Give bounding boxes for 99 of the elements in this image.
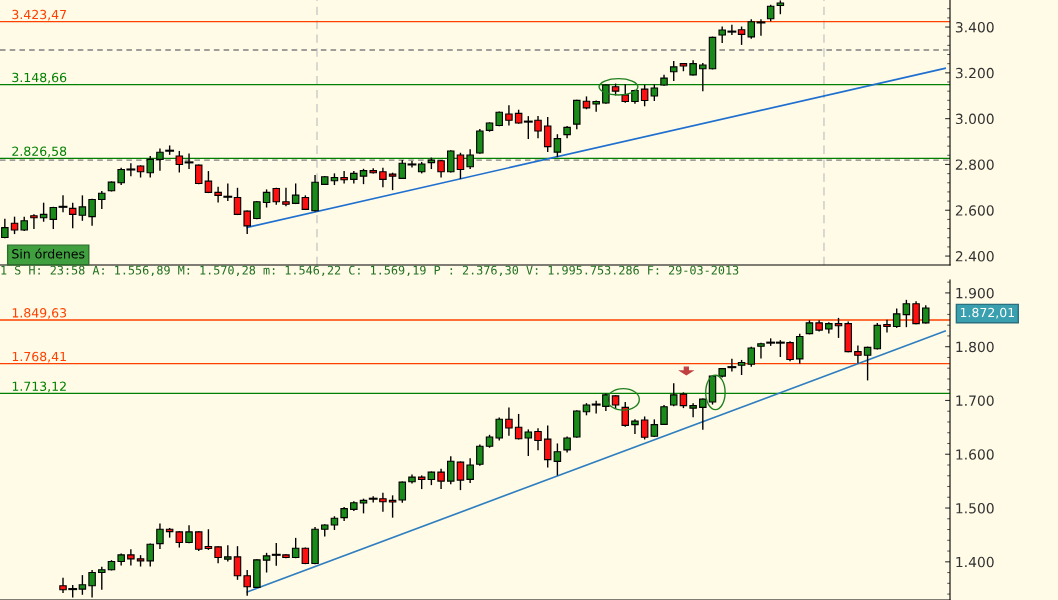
ref-line-label: 3.423,47 <box>12 9 66 21</box>
ref-line-label: 2.826,58 <box>12 146 67 158</box>
candlestick <box>553 134 562 158</box>
candlestick <box>146 155 155 178</box>
ref-line-label: 1.849,63 <box>12 308 67 319</box>
candlestick <box>68 202 77 229</box>
candlestick <box>834 317 843 338</box>
candlestick <box>592 100 600 112</box>
candlestick <box>224 545 232 562</box>
candlestick <box>747 346 756 367</box>
candlestick <box>534 428 542 451</box>
candlestick <box>88 570 96 598</box>
candlestick <box>495 417 503 441</box>
ref-line-label: 3.148,66 <box>12 72 67 84</box>
candlestick <box>447 150 455 173</box>
candlestick <box>156 148 164 171</box>
candlestick <box>447 456 455 485</box>
candlestick <box>78 195 87 221</box>
candlestick <box>640 416 649 440</box>
candlestick <box>146 543 155 567</box>
y-tick-label: 3.400 <box>955 22 994 33</box>
candlestick <box>621 402 630 427</box>
candlestick <box>291 537 300 559</box>
candlestick <box>873 322 882 350</box>
candlestick <box>727 358 737 372</box>
y-tick-label: 2.800 <box>955 159 994 170</box>
candlestick <box>223 183 233 201</box>
annotation: Sin órdenes <box>12 248 85 259</box>
candlestick <box>262 552 271 573</box>
candlestick <box>631 419 639 435</box>
candlestick <box>689 403 697 418</box>
y-tick-label: 2.400 <box>955 251 994 262</box>
candlestick <box>204 529 213 550</box>
candlestick <box>379 167 387 188</box>
text: 1.872,01 <box>960 307 1015 319</box>
candlestick <box>543 117 552 153</box>
candlestick <box>747 19 756 39</box>
candlestick <box>505 105 513 126</box>
candlestick <box>669 60 678 82</box>
candlestick <box>912 301 920 325</box>
candlestick <box>156 523 164 549</box>
ref-line-label: 1.713,12 <box>12 381 66 393</box>
candlestick <box>476 444 484 466</box>
candlestick <box>854 345 862 364</box>
candlestick <box>699 62 707 92</box>
candlestick <box>669 383 678 407</box>
candlestick <box>98 566 106 590</box>
y-tick-label: 1.400 <box>956 556 994 568</box>
candlestick <box>388 495 397 518</box>
chart-title: 1 S H: 23:58 A: 1.556,89 M: 1.570,28 m: 1.546,22 C: 1.569,19 P : 2.376,30 V: 1.995.753.286 F: 29-03-2013 <box>1 265 739 277</box>
candlestick <box>398 481 407 503</box>
candlestick <box>88 198 96 226</box>
y-tick-label: 1.800 <box>956 341 994 353</box>
candlestick <box>476 128 484 154</box>
candlestick <box>466 458 474 483</box>
candlestick <box>505 407 513 436</box>
candlestick <box>466 149 474 170</box>
candlestick <box>1 218 9 239</box>
candlestick <box>573 99 581 130</box>
ref-line-label: 1.768,41 <box>12 351 66 363</box>
candlestick <box>291 183 300 205</box>
y-tick-label: 1.700 <box>956 395 994 406</box>
candlestick <box>456 461 465 491</box>
y-tick-label: 1.900 <box>956 287 994 299</box>
candlestick <box>175 150 184 173</box>
y-tick-label: 1.600 <box>956 449 994 460</box>
candlestick <box>660 404 668 426</box>
candlestick <box>524 429 533 456</box>
candlestick <box>184 153 194 170</box>
candlestick <box>58 195 68 213</box>
candlestick <box>640 84 649 107</box>
y-tick-label: 1.500 <box>956 503 994 514</box>
candlestick <box>233 187 242 216</box>
candlestick <box>194 164 203 185</box>
candlestick <box>883 319 891 333</box>
candlestick <box>340 171 348 184</box>
candlestick <box>233 546 242 580</box>
candlestick <box>407 161 417 168</box>
candlestick <box>863 346 872 381</box>
candlestick <box>194 531 203 551</box>
candlestick <box>30 214 38 230</box>
candlestick <box>204 171 213 194</box>
candlestick <box>553 443 562 476</box>
y-tick-label: 3.200 <box>955 67 994 79</box>
y-tick-label: 3.000 <box>955 113 994 125</box>
candlestick <box>437 468 445 490</box>
candlestick <box>127 549 135 566</box>
candlestick <box>78 575 87 595</box>
candlestick <box>795 333 804 364</box>
candlestick <box>243 570 251 596</box>
candlestick <box>456 152 465 180</box>
candlestick <box>243 210 251 235</box>
candlestick <box>214 186 222 203</box>
candlestick <box>49 206 58 230</box>
candlestick <box>902 299 911 328</box>
candlestick <box>543 425 552 468</box>
candlestick <box>756 19 766 36</box>
y-tick-label: 2.600 <box>955 205 994 216</box>
candlestick <box>282 187 290 207</box>
